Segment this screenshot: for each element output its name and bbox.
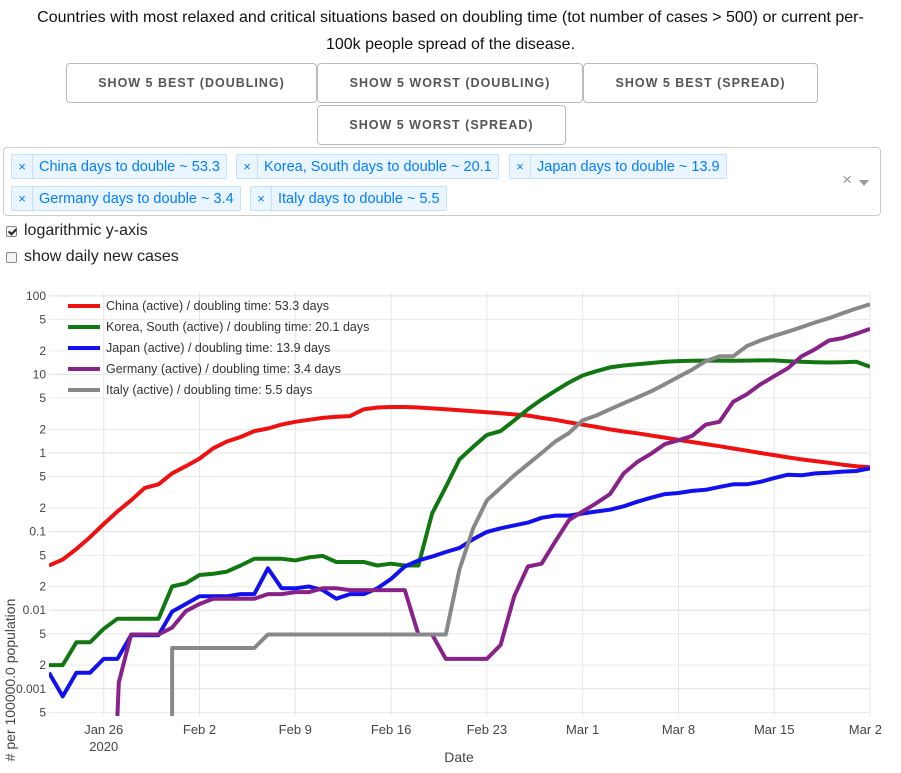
show-5-worst-doubling-button[interactable]: SHOW 5 WORST (DOUBLING) — [317, 63, 583, 103]
x-tick-label: Feb 9 — [279, 722, 312, 737]
x-tick-label: Feb 23 — [467, 722, 507, 737]
country-tag-label: China days to double ~ 53.3 — [39, 158, 220, 175]
y-axis-ticks: 5 0.001 2 5 0.01 2 5 0.1 2 5 1 2 5 10 2 5 100 — [16, 289, 46, 720]
y-tick-label: 5 — [39, 548, 46, 562]
show-5-best-doubling-button[interactable]: SHOW 5 BEST (DOUBLING) — [66, 63, 317, 103]
series-line-2 — [49, 466, 870, 699]
remove-germany-icon[interactable]: × — [12, 187, 33, 210]
country-tag-label: Germany days to double ~ 3.4 — [39, 190, 234, 207]
title-line-1: Countries with most relaxed and critical… — [37, 9, 864, 26]
x-tick-sublabel: 2020 — [89, 739, 118, 754]
y-tick-label: 5 — [39, 313, 46, 327]
chart-legend: China (active) / doubling time: 53.3 day… — [68, 299, 369, 397]
remove-italy-icon[interactable]: × — [251, 187, 272, 210]
x-tick-label: Mar 15 — [754, 722, 794, 737]
country-tag-germany: × Germany days to double ~ 3.4 — [11, 186, 241, 211]
country-multiselect[interactable]: × China days to double ~ 53.3 × Korea, S… — [3, 147, 881, 216]
series-line-1 — [49, 358, 870, 668]
country-tag-label: Korea, South days to double ~ 20.1 — [264, 158, 492, 175]
legend-entry: Italy (active) / doubling time: 5.5 days — [106, 383, 312, 397]
country-tag-label: Japan days to double ~ 13.9 — [537, 158, 720, 175]
y-tick-label: 5 — [39, 391, 46, 405]
line-chart[interactable]: 5 0.001 2 5 0.01 2 5 0.1 2 5 1 2 5 10 2 5 100 Jan 26 2020… — [0, 278, 901, 773]
log-axis-label: logarithmic y-axis — [24, 222, 148, 239]
y-tick-label: 2 — [39, 344, 46, 358]
daily-cases-option[interactable]: show daily new cases — [6, 248, 179, 266]
remove-korea-south-icon[interactable]: × — [237, 155, 258, 178]
show-5-best-spread-button[interactable]: SHOW 5 BEST (SPREAD) — [583, 63, 818, 103]
y-tick-label: 10 — [33, 367, 47, 381]
y-axis-label: # per 100000.0 population — [2, 599, 18, 762]
x-tick-label: Mar 8 — [662, 722, 695, 737]
y-tick-label: 0.1 — [29, 525, 46, 539]
series-line-4 — [170, 302, 870, 716]
legend-entry: Japan (active) / doubling time: 13.9 day… — [106, 341, 330, 355]
country-tag-japan: × Japan days to double ~ 13.9 — [509, 154, 727, 179]
y-tick-label: 0.001 — [16, 682, 46, 696]
grid-lines — [49, 292, 871, 716]
title-line-2: 100k people spread of the disease. — [325, 36, 576, 53]
series-line-0 — [49, 405, 870, 568]
y-tick-label: 2 — [39, 580, 46, 594]
legend-entry: Korea, South (active) / doubling time: 2… — [106, 320, 369, 334]
country-tag-italy: × Italy days to double ~ 5.5 — [250, 186, 447, 211]
legend-entry: China (active) / doubling time: 53.3 day… — [106, 299, 329, 313]
log-axis-checkbox[interactable] — [6, 225, 17, 237]
x-tick-label: Feb 2 — [183, 722, 216, 737]
y-tick-label: 5 — [39, 470, 46, 484]
country-tag-china: × China days to double ~ 53.3 — [11, 154, 227, 179]
clear-all-icon[interactable]: × — [842, 170, 852, 189]
y-tick-label: 0.01 — [23, 603, 47, 617]
y-tick-label: 2 — [39, 501, 46, 515]
daily-cases-label: show daily new cases — [24, 248, 179, 265]
y-tick-label: 100 — [26, 289, 46, 303]
remove-japan-icon[interactable]: × — [510, 155, 531, 178]
y-tick-label: 5 — [39, 627, 46, 641]
remove-china-icon[interactable]: × — [12, 155, 33, 178]
x-tick-label: Mar 2 — [849, 722, 882, 737]
show-5-worst-spread-button[interactable]: SHOW 5 WORST (SPREAD) — [317, 105, 566, 145]
y-tick-label: 2 — [39, 658, 46, 672]
series-lines — [49, 302, 870, 716]
log-axis-option[interactable]: logarithmic y-axis — [6, 222, 148, 240]
country-tag-label: Italy days to double ~ 5.5 — [278, 190, 440, 207]
daily-cases-checkbox[interactable] — [6, 251, 17, 263]
x-axis-ticks: Jan 26 2020 Feb 2 Feb 9 Feb 16 Feb 23 Mar 1 Mar… — [84, 722, 882, 754]
page-title: Countries with most relaxed and critical… — [0, 4, 901, 58]
x-tick-label: Feb 16 — [371, 722, 411, 737]
x-tick-label: Mar 1 — [566, 722, 599, 737]
x-tick-label: Jan 26 — [84, 722, 123, 737]
y-tick-label: 2 — [39, 422, 46, 436]
series-line-3 — [115, 327, 870, 716]
y-tick-label: 1 — [39, 446, 46, 460]
legend-entry: Germany (active) / doubling time: 3.4 da… — [106, 362, 341, 376]
x-axis-label: Date — [444, 749, 474, 765]
country-tag-korea-south: × Korea, South days to double ~ 20.1 — [236, 154, 499, 179]
chevron-down-icon[interactable] — [859, 180, 869, 186]
y-tick-label: 5 — [39, 705, 46, 719]
